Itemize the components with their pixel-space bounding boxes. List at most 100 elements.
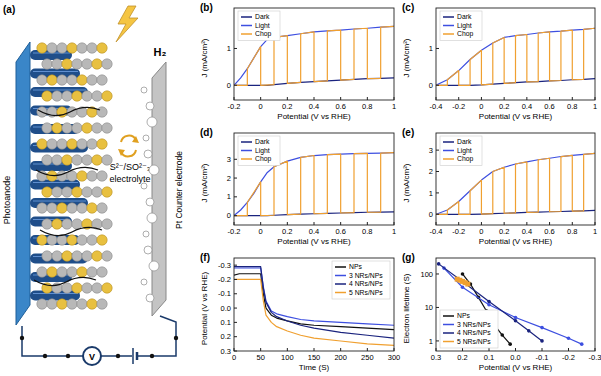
legend-label: 5 NRs/NPs (457, 338, 491, 345)
x-tick-label: 200 (334, 353, 347, 362)
data-point (500, 333, 504, 337)
y-axis-label: J (mA/cm²) (200, 38, 209, 77)
x-tick (436, 222, 437, 225)
legend-label: Chop (255, 155, 271, 163)
x-tick-label: 0.6 (544, 227, 554, 236)
y-tick-label: 3 (429, 146, 433, 155)
y-tick (234, 85, 237, 86)
x-tick (572, 222, 573, 225)
x-axis-label: Potential (V vs RHE) (277, 237, 351, 246)
legend-swatch (443, 141, 454, 143)
nanoparticle (47, 299, 57, 309)
x-tick (595, 348, 596, 351)
bubble (146, 294, 154, 302)
x-tick-label: 1 (392, 102, 396, 111)
y-tick-label: 0 (429, 81, 433, 90)
nanoparticle (57, 43, 67, 53)
x-tick (504, 222, 505, 225)
series-line (234, 267, 394, 339)
series-line (444, 268, 582, 344)
y-tick-label: 1 (429, 337, 433, 346)
nanoparticle (67, 75, 77, 85)
electron-path (34, 277, 96, 285)
x-axis-label: Potential (V vs RHE) (479, 112, 553, 121)
nanoparticle (62, 123, 72, 133)
x-tick-label: 0.2 (457, 353, 467, 362)
panel-label: (e) (402, 127, 414, 138)
nanoparticle (57, 203, 67, 213)
x-tick-label: 0.4 (522, 227, 532, 236)
y-tick (234, 159, 237, 160)
light-bolt (116, 6, 138, 42)
nanorod-highlight (33, 71, 78, 72)
y-tick-label: 0.3 (221, 347, 231, 356)
nanoparticle (57, 235, 67, 245)
nanoparticle (72, 59, 82, 69)
nanoparticle (77, 235, 87, 245)
nanoparticle (77, 75, 87, 85)
x-tick (260, 348, 261, 351)
nanoparticle (92, 283, 102, 293)
nanoparticle (37, 139, 47, 149)
x-tick-label: 0.8 (362, 102, 372, 111)
legend-label: Dark (255, 13, 270, 20)
x-tick-label: 250 (361, 353, 374, 362)
bubble (141, 279, 147, 285)
diagram: (a)PhotoanodeS²⁻/SO²⁻₃electrolyteH₂Pt Co… (2, 4, 184, 365)
y-tick (234, 322, 237, 323)
x-tick-label: 0 (479, 227, 483, 236)
nanoparticle (52, 59, 62, 69)
x-axis-label: Time (S) (299, 363, 330, 372)
axes-frame (436, 133, 595, 225)
x-tick-label: -0.4 (430, 102, 443, 111)
data-point (527, 329, 531, 333)
bubble (149, 261, 159, 271)
legend-swatch (443, 341, 454, 343)
x-tick-label: 0.3 (431, 353, 441, 362)
bubble (144, 150, 152, 158)
y-tick (234, 351, 237, 352)
nanoparticle (77, 171, 87, 181)
legend-label: Chop (457, 30, 473, 38)
battery-plate (132, 348, 134, 364)
nanoparticle (102, 91, 112, 101)
axes-frame (234, 133, 394, 225)
legend-swatch (335, 292, 346, 294)
x-tick (287, 222, 288, 225)
x-tick-label: -0.2 (228, 102, 241, 111)
data-point (580, 342, 584, 346)
legend-label: Dark (457, 13, 472, 20)
x-axis-label: Potential (V vs RHE) (479, 363, 553, 372)
nanoparticle (62, 283, 72, 293)
legend-swatch (335, 275, 346, 277)
y-tick-label: 3 (227, 155, 231, 164)
plot-area (234, 26, 394, 85)
nanoparticle (72, 91, 82, 101)
x-tick (394, 348, 395, 351)
nanoparticle (37, 203, 47, 213)
series-line (234, 26, 394, 85)
data-point (514, 316, 518, 320)
legend: DarkLightChop (238, 11, 280, 41)
x-tick (526, 222, 527, 225)
x-tick-label: 0.6 (544, 102, 554, 111)
y-tick-label: 100 (420, 270, 433, 279)
x-tick-label: 150 (308, 353, 321, 362)
nanoparticle (77, 299, 87, 309)
x-tick (515, 348, 516, 351)
photoanode-label: Photoanode (2, 176, 12, 225)
bubble (149, 165, 159, 175)
battery-plate (136, 352, 139, 360)
nanoparticle (77, 203, 87, 213)
legend: DarkLightChop (440, 11, 482, 41)
y-axis-label: Potential (V vs RHE) (200, 271, 209, 345)
y-tick (234, 293, 237, 294)
nanoparticle (47, 203, 57, 213)
data-point (540, 326, 544, 330)
nanoparticle (102, 123, 112, 133)
legend-label: NPs (349, 263, 362, 270)
x-tick-label: -0.2 (452, 102, 465, 111)
nanoparticle (37, 299, 47, 309)
x-tick (526, 97, 527, 100)
y-tick-label: 0.2 (221, 332, 231, 341)
